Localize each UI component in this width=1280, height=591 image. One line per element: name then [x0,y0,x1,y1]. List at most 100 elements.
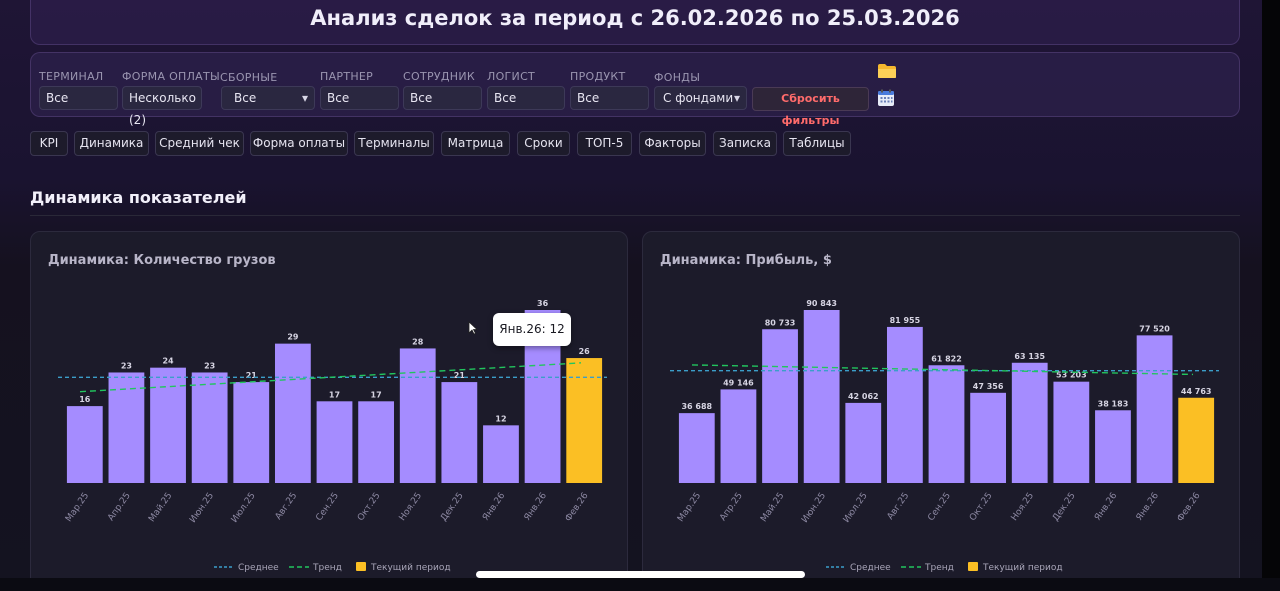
x-tick-label: Июн.25 [188,491,216,525]
x-tick-label: Дек.25 [439,491,466,523]
x-tick-label: Мар.25 [64,491,91,524]
bar-value-label: 36 [537,299,549,308]
bar[interactable] [399,348,436,483]
bar[interactable] [1178,397,1215,483]
bar[interactable] [274,343,311,483]
funds-label: ФОНДЫ [654,71,701,84]
tab-dynamics[interactable]: Динамика [74,131,149,156]
bar-value-label: 38 183 [1098,399,1129,408]
legend-current-label: Текущий период [370,563,451,573]
bar-value-label: 12 [495,414,506,423]
bar[interactable] [150,367,186,483]
x-tick-label: Май.25 [759,491,786,524]
x-tick-label: Апр.25 [106,491,133,523]
legend-average-label: Среднее [238,563,279,573]
combined-select[interactable]: Все [221,86,315,110]
bar[interactable] [233,382,270,483]
x-tick-label: Май.25 [147,491,174,524]
bar[interactable] [441,382,478,483]
tab-payment-form[interactable]: Форма оплаты [250,131,348,156]
legend-current-label: Текущий период [982,563,1063,573]
bar-value-label: 81 955 [890,316,921,325]
bar-value-label: 24 [162,357,174,366]
bar[interactable] [108,372,145,483]
employee-input[interactable]: Все [403,86,482,110]
legend-trend-label: Тренд [312,563,342,573]
bar[interactable] [566,358,603,483]
bar[interactable] [762,329,798,483]
bar-value-label: 63 135 [1014,352,1045,361]
folder-icon[interactable] [877,63,897,79]
combined-label: СБОРНЫЕ [220,71,278,84]
tab-average-check[interactable]: Средний чек [155,131,244,156]
bottom-edge [0,578,1280,591]
x-tick-label: Сен.25 [314,491,341,523]
trend-line [79,362,582,393]
partner-input[interactable]: Все [320,86,399,110]
tab-top5[interactable]: ТОП-5 [577,131,632,156]
tab-tables[interactable]: Таблицы [783,131,851,156]
tab-note[interactable]: Записка [713,131,777,156]
bar[interactable] [886,326,923,483]
x-tick-label: Янв.26 [481,491,508,523]
bar-value-label: 21 [454,371,466,380]
bar[interactable] [678,413,715,483]
legend-current-swatch [356,562,366,571]
bar-value-label: 23 [121,361,132,370]
logist-label: ЛОГИСТ [487,70,536,83]
profit-chart: 36 688 Мар.25 49 146 Апр.25 80 733 Май.25 90 8… [670,299,1219,573]
tab-factors[interactable]: Факторы [639,131,706,156]
legend-current-swatch [968,562,978,571]
bar-value-label: 49 146 [723,378,754,387]
payment-form-select[interactable]: Несколько (2) [122,86,202,127]
x-tick-label: Сен.25 [926,491,953,523]
cargo-count-chart: 16 Мар.25 23 Апр.25 24 Май.25 23 Июн.25 21 Июл.25… [58,299,607,573]
trend-line [691,364,1194,376]
x-tick-label: Янв.26 [1093,491,1120,523]
employee-label: СОТРУДНИК [403,70,475,83]
bar-value-label: 17 [329,390,340,399]
x-tick-label: Авг.25 [886,491,912,522]
page-title: Анализ сделок за период с 26.02.2026 по … [310,6,960,30]
bar[interactable] [358,401,395,483]
x-tick-label: Авг.25 [274,491,300,522]
bar[interactable] [720,389,757,483]
x-tick-label: Фев.26 [564,491,591,524]
tab-terms[interactable]: Сроки [517,131,570,156]
bar[interactable] [970,392,1007,483]
x-tick-label: Июн.25 [800,491,828,525]
tab-matrix[interactable]: Матрица [441,131,510,156]
tab-kpi[interactable]: KPI [30,131,68,156]
bar[interactable] [1053,381,1090,483]
calendar-icon[interactable] [877,89,895,107]
x-tick-label: Мар.25 [676,491,703,524]
chart-panel-cargo: Динамика: Количество грузов 16 Мар.25 23 Ап… [30,231,628,591]
reset-filters-button[interactable]: Сбросить фильтры [752,87,869,127]
bar[interactable] [803,310,840,483]
product-input[interactable]: Все [570,86,649,110]
x-tick-label: Ноя.25 [398,491,425,523]
product-label: ПРОДУКТ [570,70,626,83]
chart-title: Динамика: Количество грузов [48,253,276,268]
bar[interactable] [1095,410,1131,483]
bar[interactable] [845,402,882,483]
right-edge [1262,0,1280,591]
bar[interactable] [483,425,519,483]
bar-value-label: 44 763 [1181,387,1212,396]
chart-title: Динамика: Прибыль, $ [660,253,832,268]
bar-value-label: 42 062 [848,392,879,401]
x-tick-label: Апр.25 [718,491,745,523]
logist-input[interactable]: Все [487,86,565,110]
partner-label: ПАРТНЕР [320,70,374,83]
section-title: Динамика показателей [30,188,247,207]
bar[interactable] [66,406,103,483]
x-tick-label: Фев.26 [1176,491,1203,524]
bar[interactable] [1011,362,1048,483]
bar[interactable] [316,401,353,483]
terminal-input[interactable]: Все [39,86,118,110]
tab-terminals[interactable]: Терминалы [354,131,434,156]
funds-select[interactable]: С фондами [654,86,747,110]
bar[interactable] [191,372,228,483]
bar[interactable] [1136,335,1173,483]
bar[interactable] [928,365,965,483]
